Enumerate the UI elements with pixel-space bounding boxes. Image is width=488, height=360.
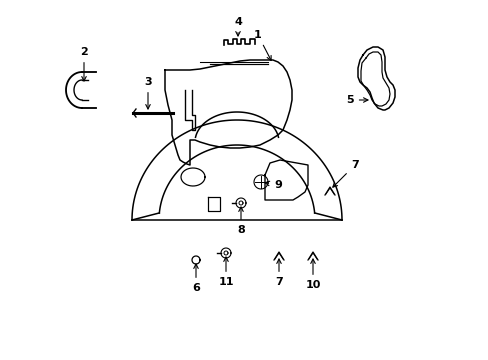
Text: 11: 11 <box>218 257 233 287</box>
Text: 4: 4 <box>234 17 242 36</box>
Text: 6: 6 <box>192 264 200 293</box>
Text: 8: 8 <box>237 207 244 235</box>
Text: 3: 3 <box>144 77 151 109</box>
Text: 10: 10 <box>305 259 320 290</box>
Text: 2: 2 <box>80 47 88 81</box>
Text: 1: 1 <box>254 30 271 60</box>
Text: 7: 7 <box>332 160 358 187</box>
Text: 5: 5 <box>346 95 367 105</box>
Text: 7: 7 <box>275 259 282 287</box>
Text: 9: 9 <box>264 180 282 190</box>
